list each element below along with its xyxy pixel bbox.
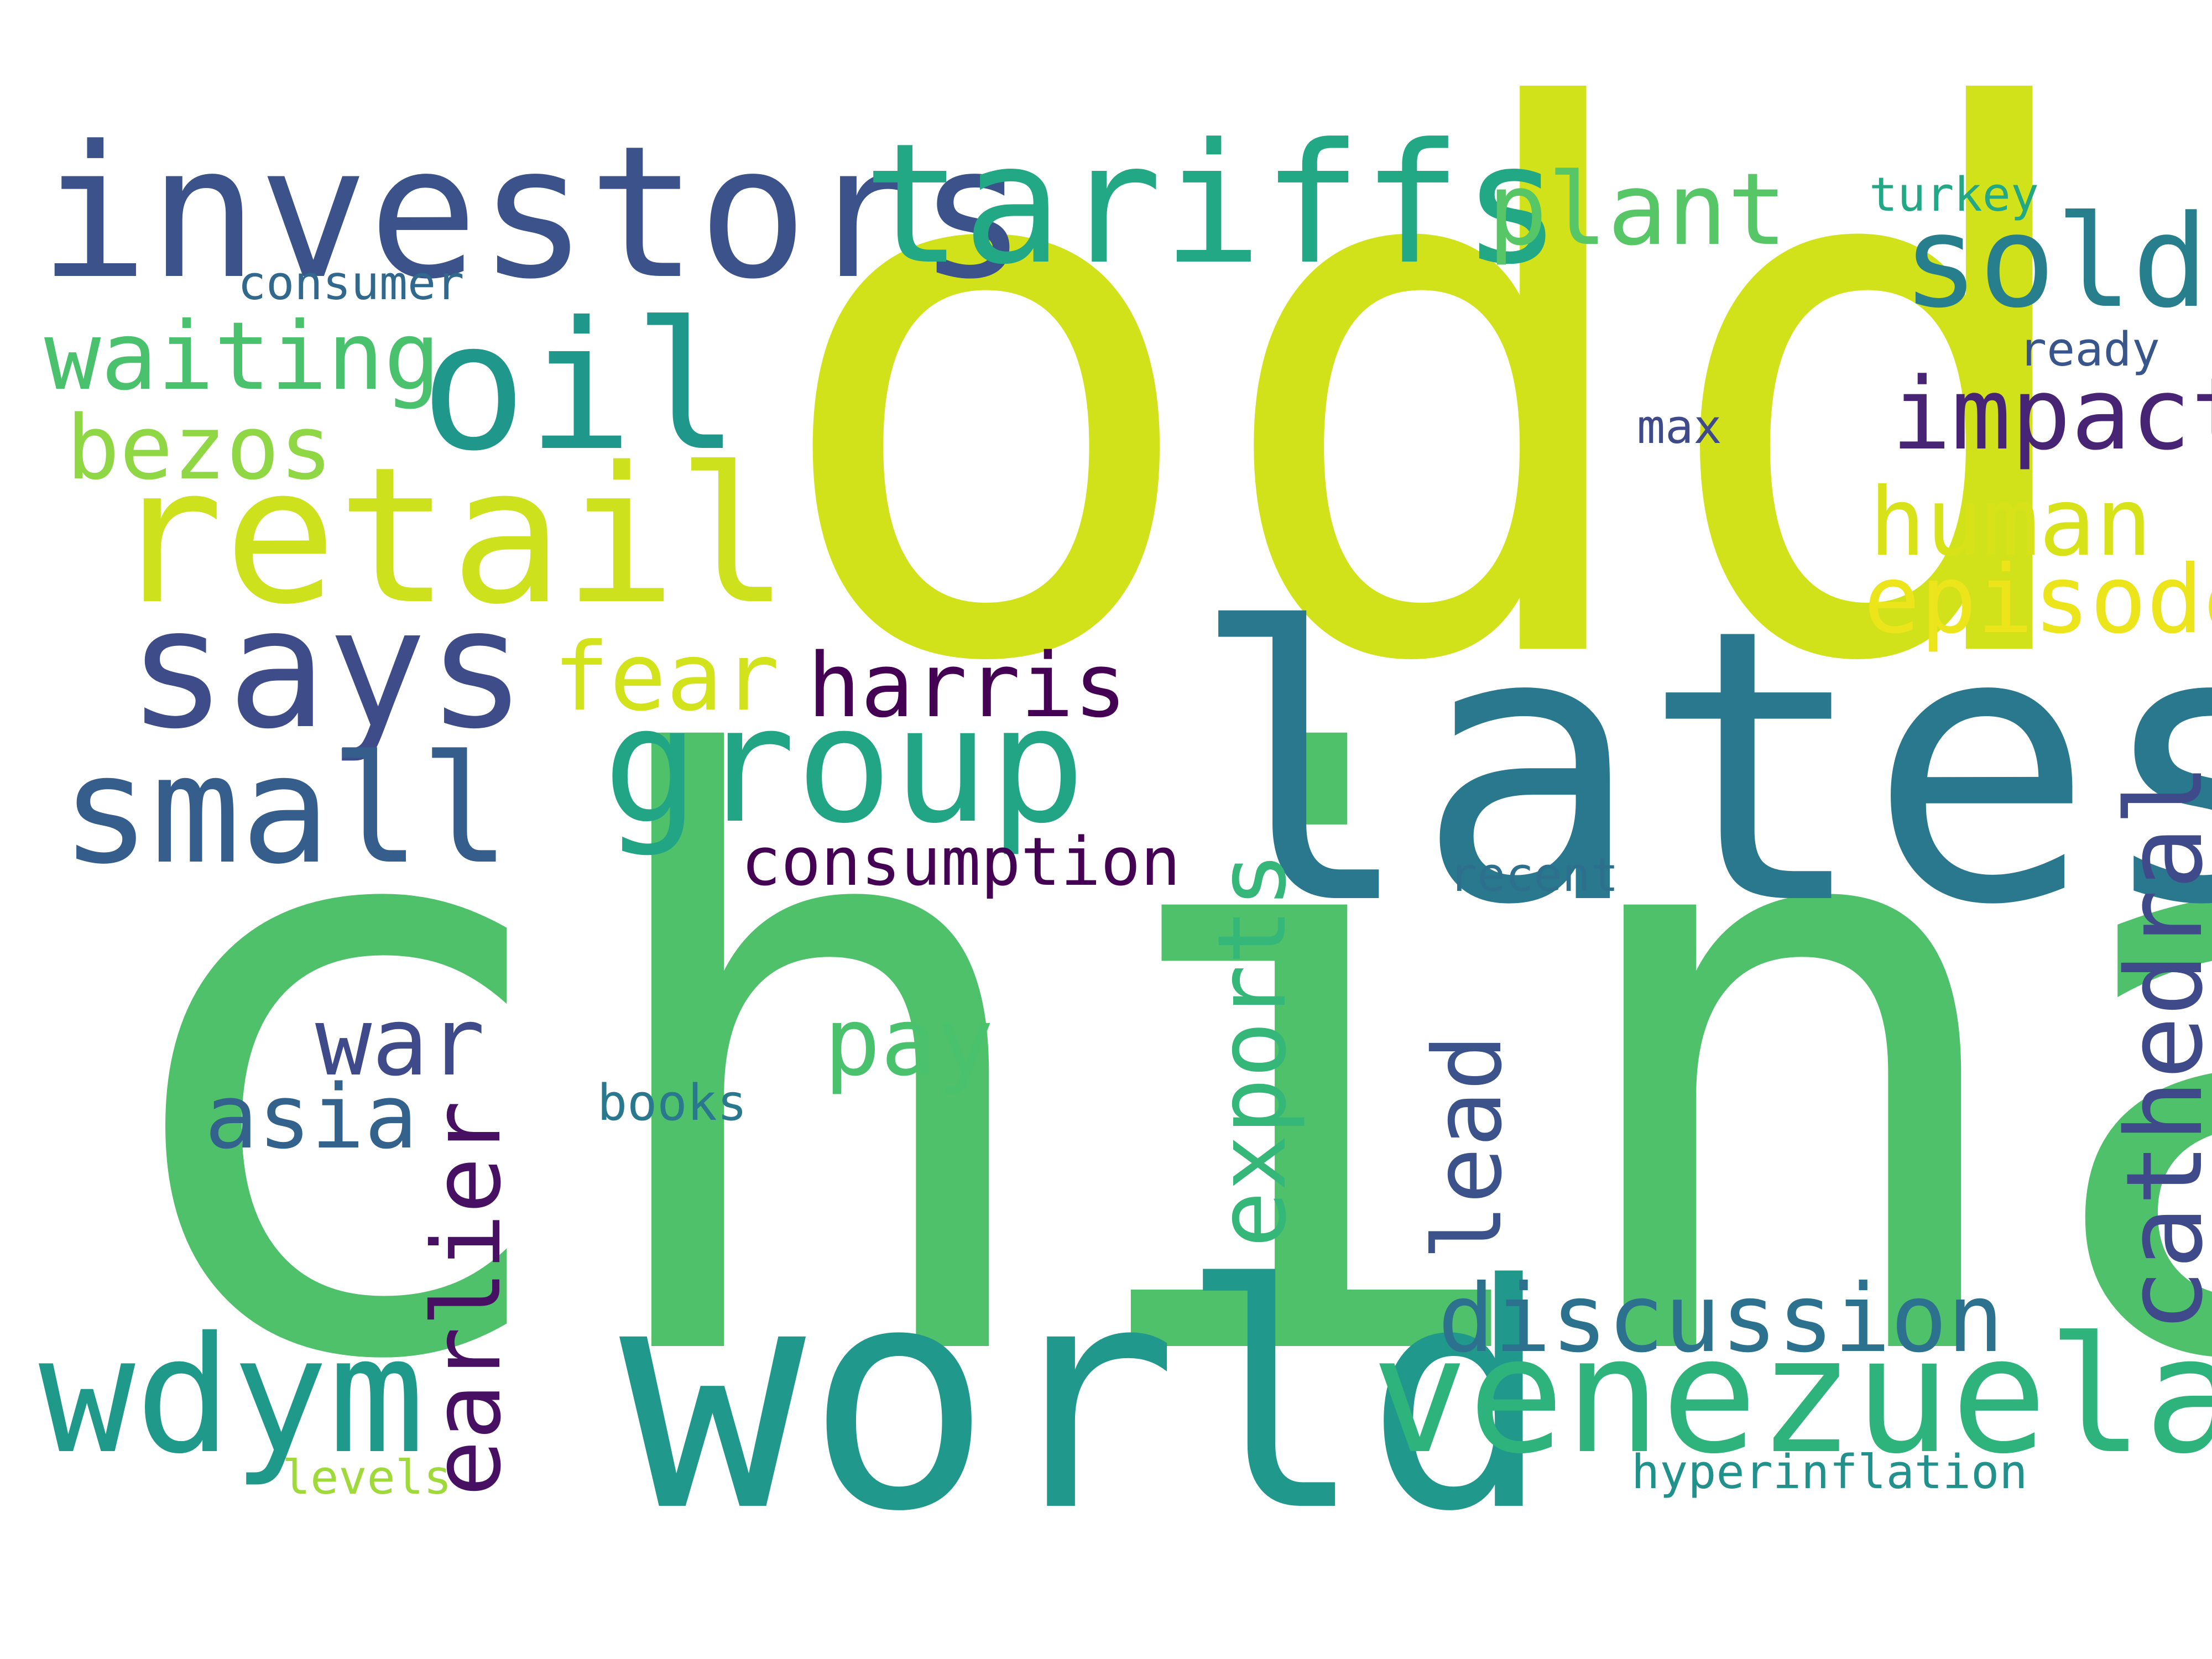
word-bezos: bezos bbox=[66, 396, 333, 499]
word-china: china bbox=[88, 597, 2212, 1537]
word-recent: recent bbox=[1449, 848, 1619, 902]
word-ready: ready bbox=[2018, 322, 2160, 377]
word-consumption: consumption bbox=[741, 824, 1181, 901]
word-impact: impact bbox=[1891, 357, 2212, 472]
word-investors: investors bbox=[39, 107, 1028, 319]
word-exports: exports bbox=[1198, 852, 1307, 1248]
word-says: says bbox=[127, 572, 527, 765]
word-episode: episode bbox=[1864, 545, 2212, 655]
word-lead: lead bbox=[1413, 1034, 1523, 1261]
word-group: group bbox=[603, 672, 1086, 859]
word-cathedral: cathedral bbox=[2104, 763, 2212, 1333]
word-turkey: turkey bbox=[1869, 168, 2039, 222]
word-hyperinflation: hyperinflation bbox=[1631, 1445, 2028, 1500]
word-earlier: earlier bbox=[413, 1100, 522, 1497]
word-retail: retail bbox=[111, 427, 790, 646]
word-wdym: wdym bbox=[39, 1303, 425, 1489]
word-odd: odd bbox=[763, 0, 2102, 824]
word-asia: asia bbox=[205, 1065, 418, 1168]
word-sold: sold bbox=[1902, 189, 2209, 336]
word-oil: oil bbox=[420, 284, 740, 490]
word-war: war bbox=[315, 988, 486, 1097]
word-plant: plant bbox=[1488, 152, 1787, 268]
word-levels: levels bbox=[282, 1451, 452, 1505]
word-fear: fear bbox=[553, 623, 780, 732]
word-discussion: discussion bbox=[1438, 1264, 2004, 1374]
word-world: world bbox=[619, 1219, 1552, 1579]
word-human: human bbox=[1869, 468, 2152, 577]
word-waiting: waiting bbox=[44, 302, 441, 411]
word-books: books bbox=[597, 1074, 747, 1132]
word-small: small bbox=[61, 723, 510, 897]
word-consumer: consumer bbox=[238, 256, 465, 311]
word-pay: pay bbox=[824, 988, 994, 1097]
word-latest: latest bbox=[1189, 550, 2212, 987]
word-harris: harris bbox=[807, 634, 1127, 737]
word-venezuela: venezuela bbox=[1371, 1303, 2212, 1489]
word-tariffs: tariffs bbox=[863, 108, 1562, 301]
word-max: max bbox=[1637, 400, 1722, 455]
